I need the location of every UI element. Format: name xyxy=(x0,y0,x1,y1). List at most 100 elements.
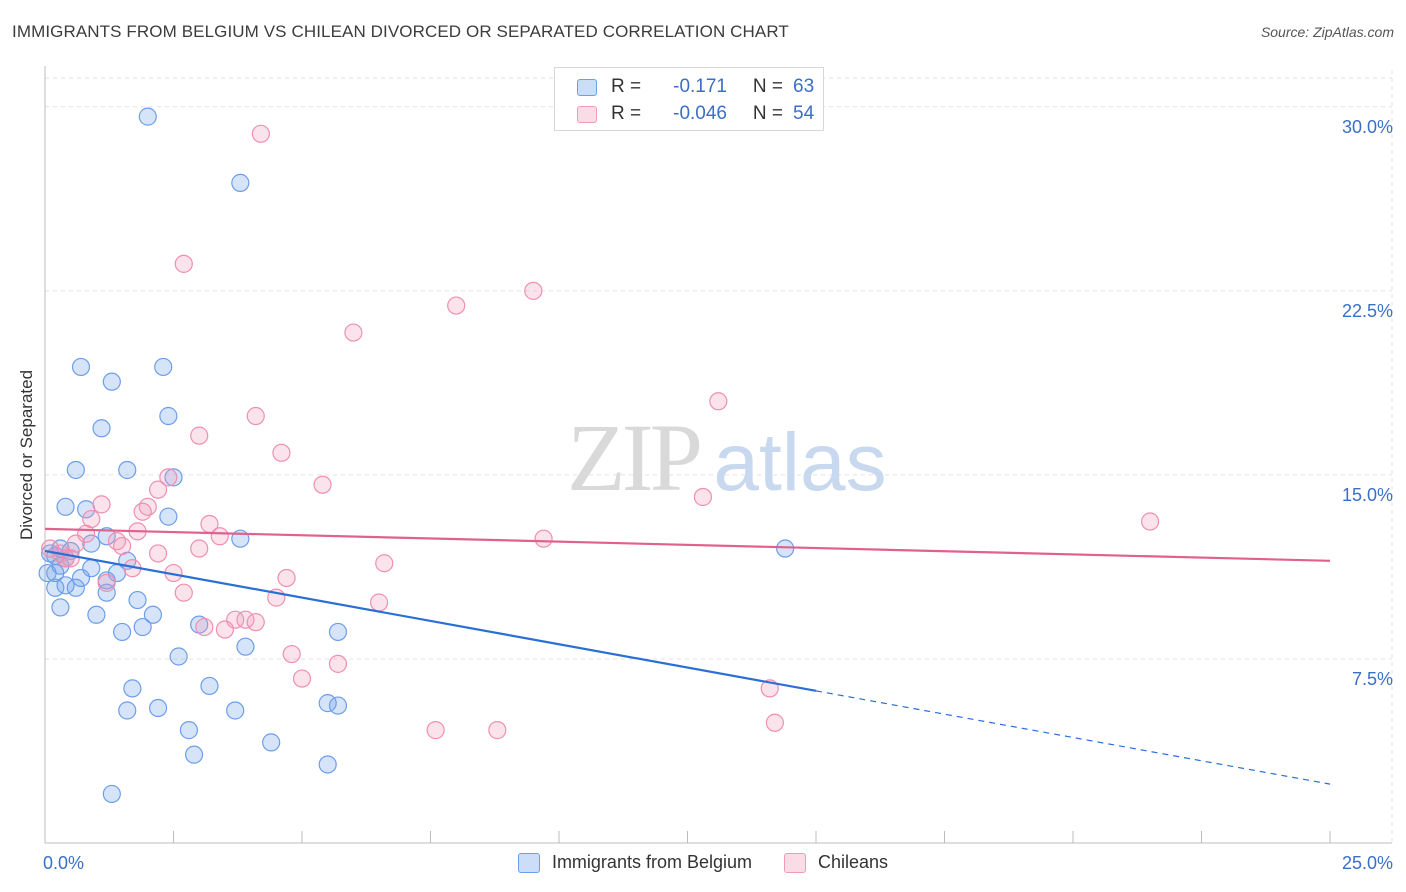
watermark-atlas: atlas xyxy=(713,417,886,508)
point-chileans xyxy=(292,669,312,688)
point-belgium xyxy=(164,468,183,487)
point-chileans xyxy=(426,721,445,740)
x-tick-label: 25.0% xyxy=(1342,853,1393,873)
watermark-zip: ZIP xyxy=(567,404,700,511)
point-belgium xyxy=(179,721,199,740)
point-chileans xyxy=(190,539,209,558)
grid-lines xyxy=(45,70,1393,843)
bottom-legend-swatch-chileans xyxy=(784,852,806,873)
point-belgium xyxy=(118,701,137,720)
point-belgium xyxy=(56,497,75,516)
point-belgium xyxy=(71,568,91,588)
bottom-legend-swatch-belgium xyxy=(517,852,540,873)
point-belgium xyxy=(71,357,91,377)
legend-r-label: R = xyxy=(611,76,642,97)
point-belgium xyxy=(776,539,795,558)
legend-row-chileans: R = -0.046 N = 54 xyxy=(577,102,833,126)
point-chileans xyxy=(133,502,152,521)
point-belgium xyxy=(82,534,101,553)
y-tick-label: 30.0% xyxy=(1342,117,1393,137)
point-chileans xyxy=(251,124,270,143)
y-axis-label: Divorced or Separated xyxy=(17,369,36,541)
chart-title: IMMIGRANTS FROM BELGIUM VS CHILEAN DIVOR… xyxy=(12,22,789,41)
point-belgium xyxy=(200,676,219,696)
point-chileans xyxy=(148,480,168,499)
point-chileans xyxy=(138,497,157,516)
point-chileans xyxy=(375,554,394,573)
point-belgium xyxy=(169,647,188,666)
bottom-legend-label-belgium: Immigrants from Belgium xyxy=(551,852,752,872)
legend-swatch-chileans xyxy=(577,105,597,123)
point-chileans xyxy=(272,443,291,462)
point-belgium xyxy=(66,578,85,597)
point-chileans xyxy=(112,536,132,556)
trend-lines xyxy=(44,527,1331,785)
point-chileans xyxy=(693,487,713,507)
point-belgium xyxy=(138,107,157,126)
point-belgium xyxy=(231,173,250,192)
point-belgium xyxy=(112,622,132,642)
point-chileans xyxy=(328,654,348,673)
point-belgium xyxy=(133,617,152,637)
source-label: Source: ZipAtlas.com xyxy=(1260,24,1394,40)
point-belgium xyxy=(87,605,106,624)
point-chileans xyxy=(61,549,80,568)
point-belgium xyxy=(154,357,173,377)
point-belgium xyxy=(97,583,116,602)
point-belgium xyxy=(38,563,57,583)
point-chileans xyxy=(215,620,234,639)
point-belgium xyxy=(143,605,163,624)
point-belgium xyxy=(51,598,70,617)
point-chileans xyxy=(524,281,543,300)
point-belgium xyxy=(236,637,255,656)
point-belgium xyxy=(184,745,204,764)
point-chileans xyxy=(210,527,229,546)
legend: R = -0.171 N = 63 R = -0.046 N = 54 xyxy=(554,67,824,131)
bottom-legend-belgium: Immigrants from Belgium xyxy=(517,852,752,873)
point-chileans xyxy=(1140,512,1160,531)
axes xyxy=(44,66,1392,844)
point-chileans xyxy=(107,532,127,551)
point-belgium xyxy=(118,460,137,480)
point-belgium xyxy=(123,679,142,698)
point-chileans xyxy=(159,468,178,487)
point-chileans xyxy=(174,583,193,602)
point-belgium xyxy=(46,563,65,583)
bottom-legend-label-chileans: Chileans xyxy=(818,852,889,872)
trend-line-chileans xyxy=(44,527,1331,562)
point-chileans xyxy=(447,296,466,315)
point-belgium xyxy=(328,696,348,715)
y-tick-label: 15.0% xyxy=(1342,485,1393,505)
y-tick-label: 22.5% xyxy=(1342,301,1393,321)
point-belgium xyxy=(226,701,245,720)
point-chileans xyxy=(190,426,209,445)
legend-r-label: R = xyxy=(611,103,642,124)
point-chileans xyxy=(534,529,553,548)
point-belgium xyxy=(128,590,147,610)
point-belgium xyxy=(102,372,121,391)
y-tick-label: 7.5% xyxy=(1352,669,1393,689)
point-belgium xyxy=(159,406,178,426)
point-belgium xyxy=(102,784,121,804)
point-belgium xyxy=(97,527,116,546)
point-chileans xyxy=(92,495,111,514)
legend-r-value: -0.171 xyxy=(673,76,727,97)
point-chileans xyxy=(277,568,296,588)
point-chileans xyxy=(148,544,168,563)
point-belgium xyxy=(66,460,85,480)
point-belgium xyxy=(92,419,111,438)
trend-line-belgium-extension xyxy=(815,690,1331,785)
legend-n-value: 54 xyxy=(793,103,815,124)
point-belgium xyxy=(328,622,348,642)
point-chileans xyxy=(246,406,265,426)
legend-r-value: -0.046 xyxy=(673,103,727,124)
point-chileans xyxy=(488,721,507,740)
point-chileans xyxy=(282,644,301,664)
point-chileans xyxy=(370,593,389,612)
bottom-legend: Immigrants from Belgium Chileans xyxy=(0,852,1406,873)
trend-line-belgium xyxy=(44,549,817,692)
legend-swatch-belgium xyxy=(577,78,597,96)
point-chileans xyxy=(195,617,214,637)
point-chileans xyxy=(246,613,265,632)
